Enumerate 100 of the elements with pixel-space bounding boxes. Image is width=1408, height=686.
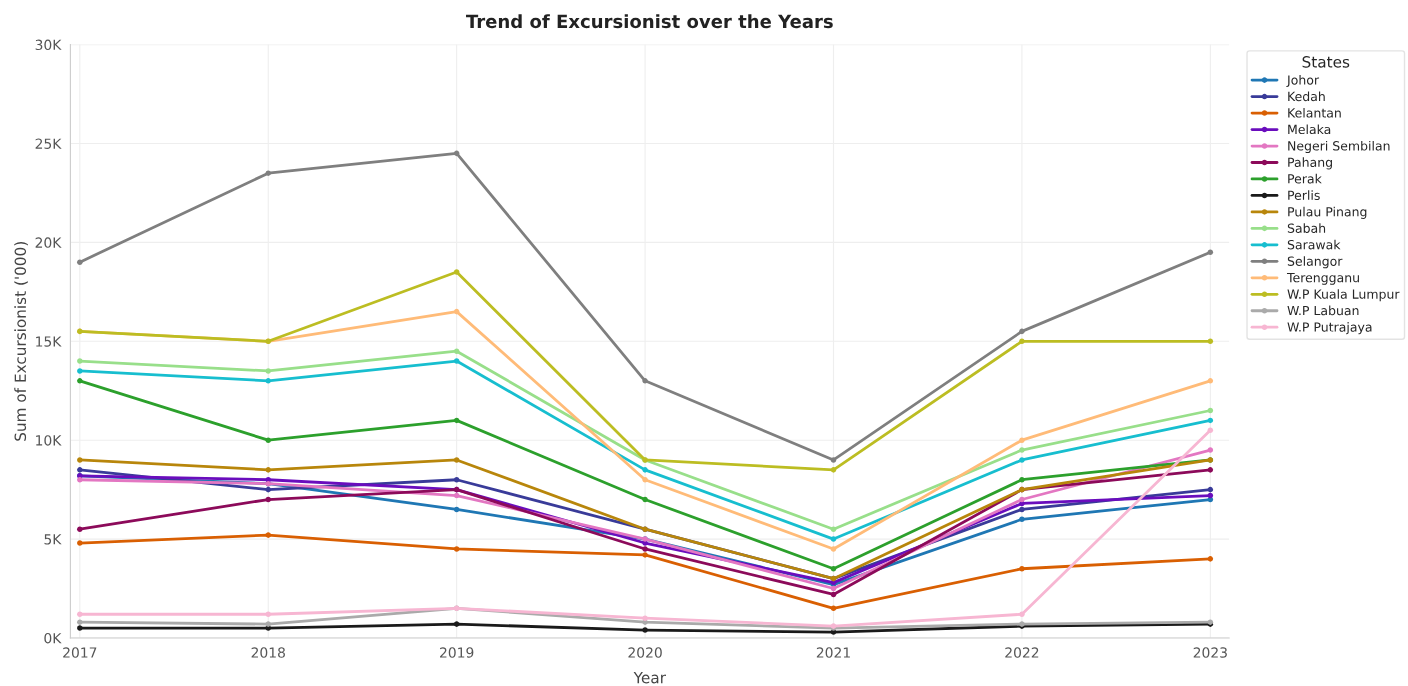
point [453,150,460,157]
point [265,467,272,473]
point [265,486,272,493]
point [1207,417,1214,424]
point [453,417,460,424]
point [1019,457,1025,463]
x-tick-label: 2017 [63,647,97,658]
point [830,546,837,552]
point [453,492,460,499]
point [1207,447,1214,453]
legend-label: W.P Kuala Lumpur [1287,289,1400,302]
x-tick-label: 2022 [1005,647,1039,658]
y-tick-label: 10K [36,435,62,446]
y-tick-label: 0K [44,632,62,644]
legend-label: Pulau Pinang [1288,206,1367,219]
point [1207,427,1214,434]
point [1019,437,1025,443]
x-tick-label: 2019 [440,647,474,658]
legend-label: Pahang [1288,157,1332,170]
point [1019,516,1025,523]
legend-title: States [1302,56,1350,68]
point [1207,492,1214,499]
legend-label: Selangor [1287,256,1343,269]
point [642,378,648,384]
point [642,467,648,473]
legend-label: Melaka [1288,124,1331,135]
y-tick-label: 25K [35,138,62,149]
point [1019,447,1025,453]
point [77,467,83,473]
point [642,496,648,503]
point [830,526,837,532]
point [77,526,83,532]
point [453,269,460,275]
point [453,358,460,364]
point [1207,378,1214,384]
point [265,611,272,618]
point [642,552,648,558]
point [77,259,83,265]
point [265,437,272,443]
point [1207,338,1214,345]
point [453,546,460,552]
chart-title: Trend of Excursionist over the Years [466,14,833,29]
x-tick-label: 2018 [251,647,285,658]
point [1019,328,1025,335]
point [642,627,648,633]
point [830,457,837,463]
point [1019,565,1025,572]
legend-label: Terengganu [1286,273,1359,285]
y-tick-label: 20K [35,237,62,248]
point [1019,611,1025,618]
point [453,457,460,463]
point [77,619,83,625]
y-tick-label: 30K [35,39,62,51]
point [1019,496,1025,503]
point [77,476,83,483]
point [1019,476,1025,483]
point [265,532,272,538]
point [1207,407,1214,414]
point [453,308,460,315]
point [77,358,83,364]
point [77,540,83,546]
point [1207,249,1214,256]
legend-label: Perak [1288,173,1322,184]
point [1207,467,1214,473]
legend-label: Sarawak [1287,239,1341,250]
point [642,615,648,621]
legend-label: Perlis [1288,190,1320,200]
point [453,348,460,354]
point [830,467,837,473]
legend-label: Negeri Sembilan [1288,140,1390,153]
legend-label: Sabah [1287,223,1326,233]
point [453,621,460,627]
point [830,536,837,542]
point [265,368,272,374]
point [830,565,837,572]
point [265,170,272,176]
y-axis-title: Sum of Excursionist ('000) [14,242,28,441]
legend-label: Kedah [1288,91,1325,102]
point [453,476,460,483]
point [642,546,648,552]
point [77,457,83,463]
point [453,506,460,513]
point [265,496,272,503]
point [265,378,272,384]
point [77,378,83,384]
x-tick-label: 2021 [816,647,850,658]
point [642,476,648,483]
x-axis-title: Year [633,672,666,684]
point [1207,556,1214,562]
legend-label: W.P Labuan [1287,305,1359,316]
point [1019,338,1025,345]
point [1019,506,1025,513]
point [1207,486,1214,493]
y-tick-label: 15K [36,336,62,347]
point [265,621,272,627]
legend-label: W.P Putrajaya [1287,322,1372,335]
x-tick-label: 2023 [1193,647,1227,658]
legend-label: Johor [1286,75,1320,87]
point [77,368,83,374]
point [77,625,83,631]
